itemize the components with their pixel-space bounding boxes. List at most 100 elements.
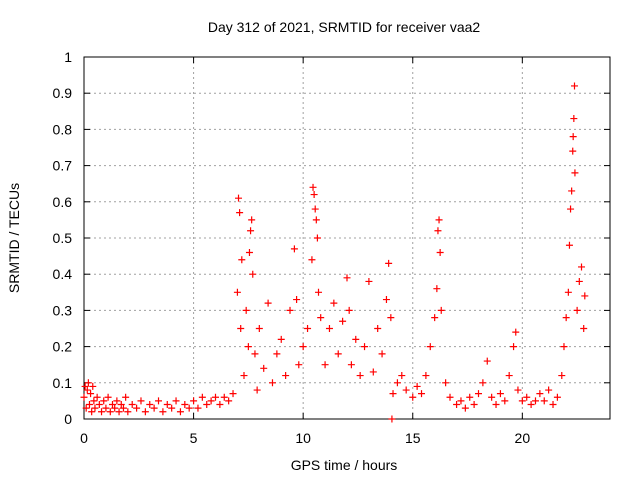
- data-point: [82, 404, 90, 412]
- data-point: [181, 401, 189, 409]
- data-point: [436, 248, 444, 256]
- data-point: [578, 263, 586, 271]
- data-point: [488, 393, 496, 401]
- data-point: [387, 314, 395, 322]
- data-point: [295, 361, 303, 369]
- data-point: [277, 335, 285, 343]
- data-point: [242, 306, 250, 314]
- data-point: [356, 372, 364, 380]
- data-point: [83, 386, 91, 394]
- data-point: [466, 393, 474, 401]
- data-point: [560, 343, 568, 351]
- data-point: [282, 372, 290, 380]
- data-point: [510, 343, 518, 351]
- data-point: [304, 325, 312, 332]
- data-point: [207, 397, 215, 405]
- data-point: [255, 325, 263, 332]
- data-point: [433, 285, 441, 293]
- data-point: [569, 147, 577, 155]
- data-point: [247, 227, 255, 235]
- data-point: [229, 390, 237, 398]
- data-point: [393, 379, 401, 387]
- data-point: [237, 325, 245, 332]
- data-point: [385, 259, 393, 267]
- data-point: [220, 393, 228, 401]
- data-point: [248, 216, 256, 224]
- data-point: [185, 404, 193, 412]
- y-tick-label: 0.8: [53, 121, 73, 137]
- data-point: [310, 191, 318, 199]
- data-point: [382, 296, 390, 304]
- data-point: [413, 382, 421, 390]
- data-point: [540, 397, 548, 405]
- y-tick-label: 0.5: [53, 230, 73, 246]
- data-point: [312, 216, 320, 224]
- data-point: [402, 386, 410, 394]
- data-point: [290, 245, 298, 253]
- data-point: [113, 397, 121, 405]
- data-point: [514, 386, 522, 394]
- data-point: [492, 401, 500, 409]
- data-point: [203, 401, 211, 409]
- data-point: [345, 306, 353, 314]
- data-point: [244, 343, 252, 351]
- data-point: [562, 314, 570, 322]
- data-point: [128, 401, 136, 409]
- data-point: [240, 372, 248, 380]
- data-point: [91, 404, 99, 412]
- data-point: [409, 393, 417, 401]
- y-tick-label: 0.4: [53, 266, 73, 282]
- data-point: [150, 404, 158, 412]
- data-point: [361, 343, 369, 351]
- data-point: [155, 397, 163, 405]
- x-tick-label: 20: [515, 430, 531, 446]
- y-tick-label: 1: [64, 49, 72, 65]
- data-point: [95, 401, 103, 409]
- data-point: [260, 364, 268, 372]
- data-point: [313, 234, 321, 242]
- data-point: [536, 390, 544, 398]
- y-tick-label: 0: [64, 411, 72, 427]
- data-point: [575, 277, 583, 285]
- data-point: [418, 390, 426, 398]
- data-point: [111, 404, 119, 412]
- data-point: [483, 357, 491, 365]
- data-point: [570, 115, 578, 123]
- data-point: [159, 408, 167, 416]
- y-axis-label: SRMTID / TECUs: [6, 183, 22, 293]
- data-point: [117, 401, 125, 409]
- data-point: [545, 386, 553, 394]
- data-point: [124, 408, 132, 416]
- data-point: [378, 350, 386, 358]
- data-point: [365, 277, 373, 285]
- data-point: [475, 390, 482, 398]
- data-point: [518, 397, 526, 405]
- data-point: [334, 350, 342, 358]
- data-point: [176, 408, 184, 416]
- data-point: [299, 343, 307, 351]
- data-point: [268, 379, 276, 387]
- data-point: [343, 274, 351, 282]
- y-tick-label: 0.3: [53, 302, 73, 318]
- data-point: [558, 372, 566, 380]
- data-point: [457, 397, 465, 405]
- data-point: [347, 361, 355, 369]
- data-point: [553, 393, 561, 401]
- data-point: [108, 401, 116, 409]
- data-point: [479, 379, 487, 387]
- data-point: [245, 248, 253, 256]
- plot-frame: [83, 56, 611, 420]
- data-point: [90, 397, 98, 405]
- data-point: [168, 404, 176, 412]
- data-point: [106, 408, 114, 416]
- data-point: [317, 314, 325, 322]
- data-point: [137, 397, 145, 405]
- data-point: [531, 397, 539, 405]
- data-point: [339, 317, 347, 325]
- data-point: [308, 256, 316, 264]
- y-tick-label: 0.6: [53, 194, 73, 210]
- data-point: [434, 227, 442, 235]
- data-point: [122, 393, 130, 401]
- data-point: [431, 314, 439, 322]
- data-point: [115, 408, 123, 416]
